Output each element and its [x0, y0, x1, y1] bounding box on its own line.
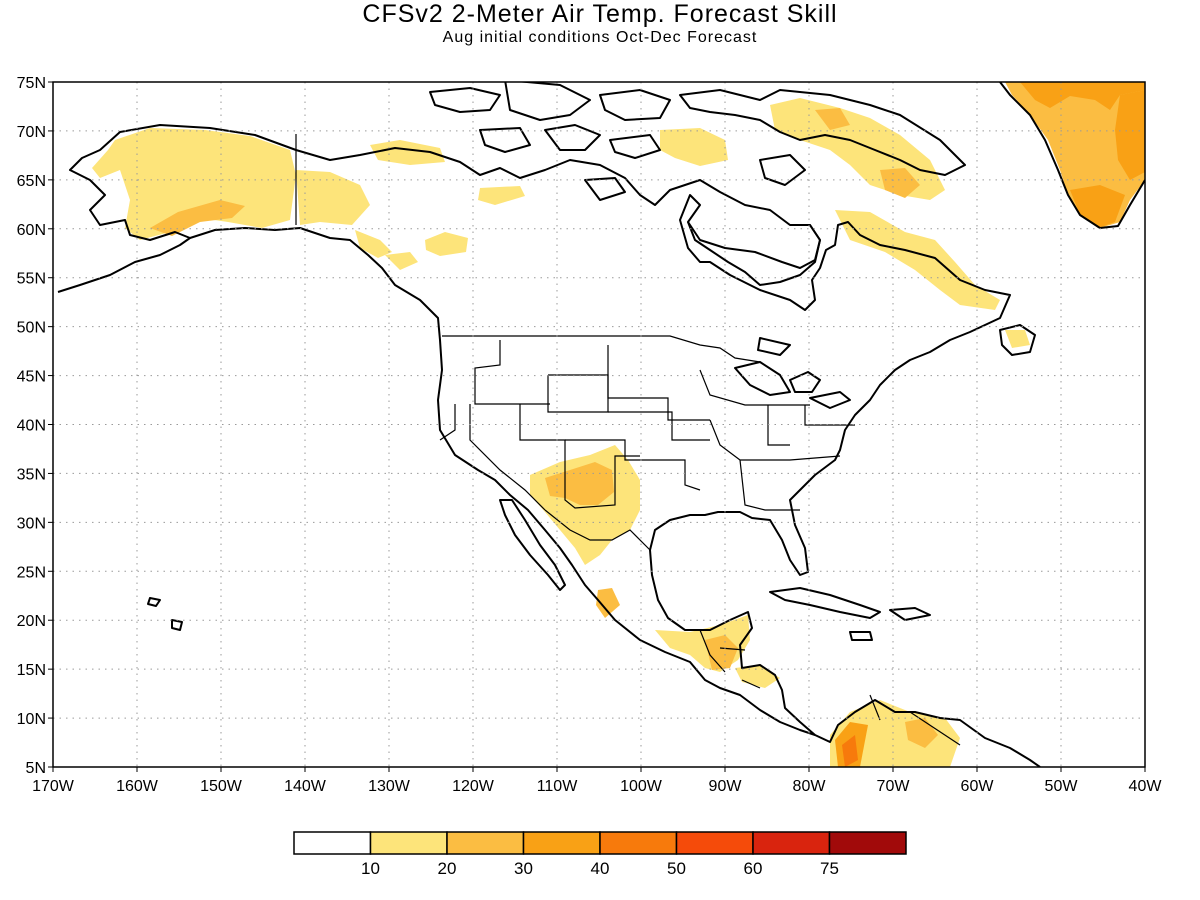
- skill-region-baffin-2: [815, 108, 850, 130]
- skill-region-baffin: [880, 168, 920, 198]
- colorbar-label: 10: [361, 859, 380, 878]
- skill-region-bc-coast: [355, 230, 392, 258]
- lat-label: 55N: [17, 271, 46, 288]
- lat-label: 20N: [17, 613, 46, 630]
- colorbar-swatch: [369, 831, 448, 855]
- longitude-labels: 170W 160W 150W 140W 130W 120W 110W 100W 90W 80W 70…: [32, 778, 1162, 795]
- colorbar-label: 75: [820, 859, 839, 878]
- colorbar-swatch: [446, 831, 525, 855]
- colorbar: 10 20 30 40 50 60 75: [293, 831, 907, 878]
- lat-label: 25N: [17, 564, 46, 581]
- colorbar-label: 30: [514, 859, 533, 878]
- border-layer: [295, 134, 961, 746]
- map-subtitle: Aug initial conditions Oct-Dec Forecast: [442, 29, 758, 46]
- skill-region-yukon: [296, 170, 370, 225]
- colorbar-swatch: [599, 831, 678, 855]
- colorbar-label: 40: [591, 859, 610, 878]
- lon-label: 100W: [620, 778, 663, 795]
- lon-label: 50W: [1045, 778, 1079, 795]
- lat-label: 50N: [17, 320, 46, 337]
- lon-label: 60W: [961, 778, 995, 795]
- lat-label: 30N: [17, 515, 46, 532]
- map-title: CFSv2 2-Meter Air Temp. Forecast Skill: [362, 0, 838, 28]
- lat-label: 70N: [17, 124, 46, 141]
- lat-label: 15N: [17, 662, 46, 679]
- skill-region-arctic-3: [660, 128, 728, 166]
- skill-shading-layer: [92, 82, 1145, 767]
- skill-region-greenland-interior: [1020, 82, 1145, 110]
- lat-label: 45N: [17, 369, 46, 386]
- skill-region-colombia-core: [842, 735, 858, 767]
- colorbar-swatch: [522, 831, 601, 855]
- lat-label: 10N: [17, 711, 46, 728]
- lat-label: 35N: [17, 466, 46, 483]
- colorbar-swatch: [675, 831, 754, 855]
- lat-label: 75N: [17, 75, 46, 92]
- colorbar-label: 60: [744, 859, 763, 878]
- skill-region-arctic-1: [370, 140, 445, 165]
- lat-label: 5N: [26, 760, 46, 777]
- lat-label: 40N: [17, 418, 46, 435]
- lon-label: 80W: [793, 778, 827, 795]
- colorbar-swatch: [293, 831, 372, 855]
- lon-label: 130W: [368, 778, 411, 795]
- lat-label: 65N: [17, 173, 46, 190]
- lon-label: 150W: [200, 778, 243, 795]
- skill-region-newfoundland: [1005, 330, 1030, 348]
- skill-region-mexico-west: [596, 588, 620, 618]
- skill-region-sw-alaska: [150, 200, 245, 236]
- colorbar-label: 20: [438, 859, 457, 878]
- colorbar-label: 50: [667, 859, 686, 878]
- lon-label: 120W: [452, 778, 495, 795]
- lon-label: 40W: [1129, 778, 1163, 795]
- lon-label: 160W: [116, 778, 159, 795]
- lat-label: 60N: [17, 222, 46, 239]
- colorbar-swatch: [752, 831, 831, 855]
- axis-ticks: [48, 81, 1146, 772]
- colorbar-swatch: [828, 831, 907, 855]
- skill-region-alaska: [92, 128, 296, 240]
- skill-region-labrador: [835, 210, 1000, 310]
- skill-region-bc-blob: [425, 232, 468, 256]
- skill-region-guatemala: [705, 635, 738, 670]
- lon-label: 140W: [284, 778, 327, 795]
- skill-region-new-mexico: [545, 462, 614, 505]
- latitude-labels: 75N 70N 65N 60N 55N 50N 45N 40N 35N 30N 25N 20N 15N 1…: [17, 75, 46, 777]
- lon-label: 170W: [32, 778, 75, 795]
- lon-label: 110W: [537, 778, 579, 795]
- skill-region-greenland-east: [1115, 90, 1145, 180]
- lon-label: 70W: [877, 778, 911, 795]
- skill-region-bc-south: [385, 252, 418, 270]
- skill-region-arctic-2: [478, 186, 525, 205]
- coastline-layer: [57, 82, 1145, 767]
- graticule: [53, 82, 1145, 767]
- lon-label: 90W: [709, 778, 743, 795]
